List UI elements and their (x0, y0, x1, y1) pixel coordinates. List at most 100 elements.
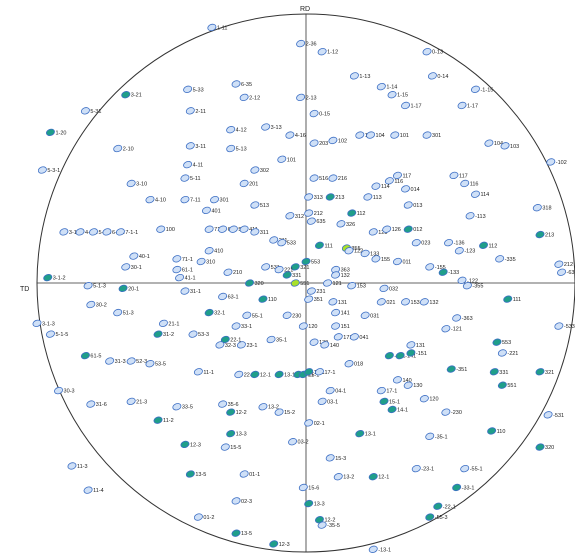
pole-label: 5-1-5 (55, 332, 68, 338)
pole-label: 140 (330, 343, 339, 349)
pole-label: 116 (394, 179, 403, 185)
pole-marker (446, 365, 456, 373)
pole-marker (376, 298, 386, 306)
pole-88: 30-1 (121, 263, 142, 271)
pole-label: 120 (308, 324, 317, 330)
pole-label: -1-15 (480, 87, 493, 93)
pole-64: 326 (336, 220, 355, 228)
pole-marker (382, 225, 392, 233)
pole-marker (457, 101, 467, 110)
pole-label: 121 (333, 281, 342, 287)
pole-12: 1-17 (401, 101, 422, 109)
pole-marker (363, 193, 373, 201)
pole-label: 132 (341, 273, 350, 279)
pole-label: 5-33 (193, 87, 204, 93)
pole-220: 15-6 (298, 483, 319, 491)
pole-marker (470, 190, 480, 198)
pole-83: 023 (411, 239, 430, 247)
pole-78: 311 (250, 228, 269, 236)
pole-label: 21-1 (168, 321, 179, 327)
pole-marker (285, 212, 295, 220)
pole-marker (320, 341, 330, 349)
pole-marker (384, 177, 394, 185)
pole-label: 3-13 (271, 125, 282, 131)
pole-marker (495, 255, 505, 263)
pole-marker (269, 236, 279, 244)
pole-marker (301, 257, 311, 266)
pole-marker (250, 370, 260, 379)
pole-label: 4-11 (193, 163, 204, 169)
pole-marker (457, 276, 467, 284)
pole-42: 216 (328, 174, 347, 182)
pole-label: 131 (338, 300, 347, 306)
pole-100: 011 (392, 257, 411, 265)
pole-marker (403, 381, 413, 389)
pole-112: -122 (457, 276, 478, 284)
pole-label: 132 (429, 300, 438, 306)
pole-label: 11-1 (203, 370, 214, 376)
pole-label: 126 (392, 227, 401, 233)
pole-label: 2-13 (306, 95, 317, 101)
pole-152: 22-1 (220, 335, 241, 343)
pole-200: -531 (543, 411, 564, 419)
pole-marker (411, 239, 421, 247)
pole-marker (67, 462, 77, 470)
pole-label: 4-12 (236, 128, 247, 134)
pole-63: 635 (306, 217, 326, 225)
pole-marker (220, 443, 230, 451)
pole-label: 53-3 (198, 332, 209, 338)
pole-marker (196, 257, 206, 266)
pole-label: 0-13 (432, 50, 443, 56)
pole-label: 31-3 (115, 359, 126, 365)
pole-marker (258, 295, 268, 303)
pole-label: 55-1 (252, 313, 263, 319)
pole-label: 5-3-1 (47, 168, 60, 174)
pole-140: 031 (360, 311, 379, 319)
pole-label: 123 (378, 230, 387, 236)
pole-marker (336, 220, 346, 228)
pole-marker (331, 322, 341, 330)
pole-marker (325, 386, 335, 395)
pole-50: 3-10 (126, 179, 147, 187)
pole-marker (239, 93, 249, 102)
pole-label: 114 (381, 184, 390, 190)
pole-marker (83, 486, 93, 494)
pole-166: 11-1 (193, 368, 214, 376)
pole-13: 0-14 (427, 72, 448, 80)
pole-label: 041 (359, 335, 368, 341)
pole-marker (304, 193, 314, 201)
pole-marker (245, 279, 254, 287)
pole-48: 116 (460, 179, 478, 187)
pole-144: 21-1 (158, 319, 179, 327)
pole-marker (449, 171, 459, 180)
pole-label: 5-11 (190, 176, 201, 182)
pole-192: 17-1 (376, 386, 397, 395)
pole-label: -531 (553, 413, 564, 419)
pole-label: 6-35 (241, 82, 252, 88)
pole-marker (180, 195, 190, 204)
pole-marker (304, 368, 314, 376)
pole-marker (269, 540, 279, 548)
pole-123: 032 (379, 284, 398, 292)
pole-163: 31-3 (105, 357, 126, 365)
pole-marker (554, 260, 564, 268)
pole-marker (185, 470, 195, 478)
pole-label: -533 (564, 324, 575, 330)
pole-marker (185, 107, 195, 115)
pole-label: 331 (499, 370, 508, 376)
pole-label: 17-1 (324, 370, 335, 376)
pole-label: 41-1 (185, 276, 196, 282)
pole-label: 03-2 (298, 440, 309, 446)
pole-marker (462, 282, 472, 290)
pole-label: 111 (513, 297, 521, 303)
pole-marker (231, 497, 241, 505)
pole-marker (489, 368, 499, 376)
pole-marker (543, 411, 553, 419)
pole-label: 104 (494, 141, 503, 147)
pole-90: 61-1 (172, 265, 193, 274)
pole-3: 0-13 (422, 48, 443, 56)
pole-marker (296, 39, 306, 48)
pole-212: 15-3 (325, 454, 346, 462)
pole-label: 12-2 (324, 518, 335, 524)
